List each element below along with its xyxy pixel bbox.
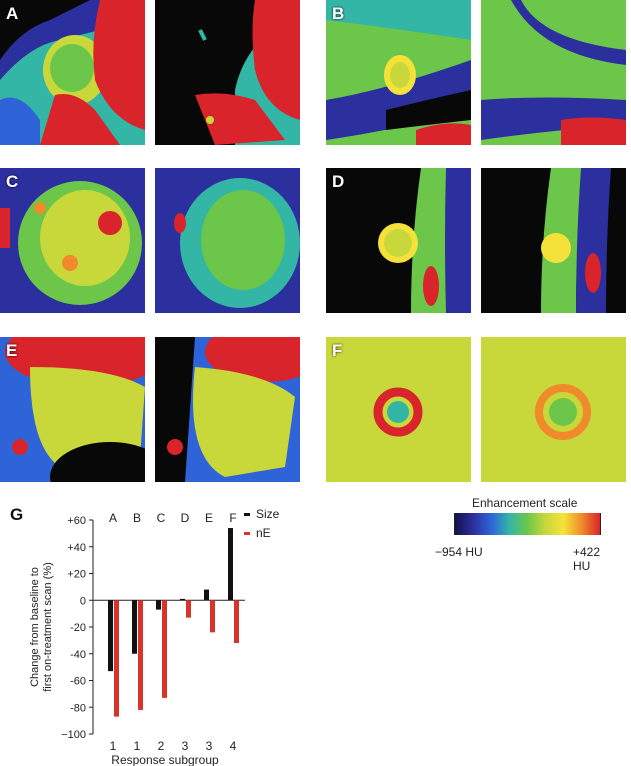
legend-label-ne: nE xyxy=(256,526,271,540)
panel-b-left-image xyxy=(326,0,471,145)
bar-ne-d xyxy=(186,600,191,618)
panel-c: C xyxy=(0,168,300,313)
bar-ne-b xyxy=(138,600,143,710)
bar-ne-c xyxy=(162,600,167,698)
y-tick-label: 0 xyxy=(80,595,86,607)
chart-panel-label: G xyxy=(10,505,23,524)
response-chart: G +60 +40 +20 0 -20 -40 -60 -80 −100 Change from b… xyxy=(10,505,280,766)
panel-a-left-image xyxy=(0,0,145,145)
panel-b-label: B xyxy=(332,4,345,23)
y-axis-label: first on-treatment scan (%) xyxy=(42,562,54,692)
enhancement-scale-min-label: −954 HU xyxy=(435,545,483,559)
y-axis-label: Change from baseline to xyxy=(29,567,41,687)
legend-swatch-ne xyxy=(244,532,250,535)
panel-f-right-image xyxy=(481,337,626,482)
panel-d-right-image xyxy=(481,168,626,313)
x-axis-label: Response subgroup xyxy=(111,753,219,766)
y-tick-label: −100 xyxy=(61,729,86,741)
panel-f-label: F xyxy=(332,341,343,360)
category-label: A xyxy=(109,511,117,525)
bar-size-e xyxy=(204,589,209,601)
panel-d: D xyxy=(326,168,631,313)
panel-a-right-image xyxy=(155,0,300,145)
x-tick-label: 1 xyxy=(134,739,141,753)
panel-d-label: D xyxy=(332,172,345,191)
category-label: F xyxy=(229,511,236,525)
panel-f-left-image xyxy=(326,337,471,482)
y-tick-label: -20 xyxy=(70,622,86,634)
panel-e-left-image xyxy=(0,337,145,482)
y-tick-label: +20 xyxy=(67,569,86,581)
y-tick-label: -40 xyxy=(70,649,86,661)
bar-size-b xyxy=(132,600,137,654)
panel-c-label: C xyxy=(6,172,19,191)
panel-e: E xyxy=(0,337,300,482)
category-label: C xyxy=(157,511,166,525)
bar-size-d xyxy=(180,598,185,601)
y-tick-label: -60 xyxy=(70,676,86,688)
enhancement-scale-colorbar xyxy=(454,513,601,535)
panel-e-label: E xyxy=(6,341,18,360)
category-label: D xyxy=(181,511,190,525)
category-label: E xyxy=(205,511,213,525)
panel-b-right-image xyxy=(481,0,626,145)
bar-size-c xyxy=(156,600,161,610)
panel-a-label: A xyxy=(6,4,19,23)
x-tick-label: 3 xyxy=(182,739,189,753)
enhancement-scale-max-label: +422 HU xyxy=(573,545,601,573)
legend-label-size: Size xyxy=(256,507,280,521)
bar-ne-f xyxy=(234,600,239,644)
panel-d-left-image xyxy=(326,168,471,313)
panel-e-right-image xyxy=(155,337,300,482)
panel-c-left-image xyxy=(0,168,145,313)
panel-f: F xyxy=(326,337,631,482)
panel-c-right-image xyxy=(155,168,300,313)
category-label: B xyxy=(133,511,141,525)
y-tick-label: -80 xyxy=(70,702,86,714)
bar-size-a xyxy=(108,600,113,672)
panel-b: B xyxy=(326,0,631,145)
bar-size-f xyxy=(228,528,233,601)
x-tick-label: 3 xyxy=(206,739,213,753)
x-tick-label: 1 xyxy=(110,739,117,753)
y-tick-label: +60 xyxy=(67,515,86,527)
bar-ne-e xyxy=(210,600,215,633)
y-tick-label: +40 xyxy=(67,542,86,554)
legend-swatch-size xyxy=(244,513,250,516)
x-tick-label: 2 xyxy=(158,739,165,753)
bar-ne-a xyxy=(114,600,119,717)
x-tick-label: 4 xyxy=(230,739,237,753)
panel-a: A xyxy=(0,0,300,145)
enhancement-scale: Enhancement scale −954 HU +422 HU xyxy=(435,493,607,573)
enhancement-scale-title: Enhancement scale xyxy=(472,496,578,510)
